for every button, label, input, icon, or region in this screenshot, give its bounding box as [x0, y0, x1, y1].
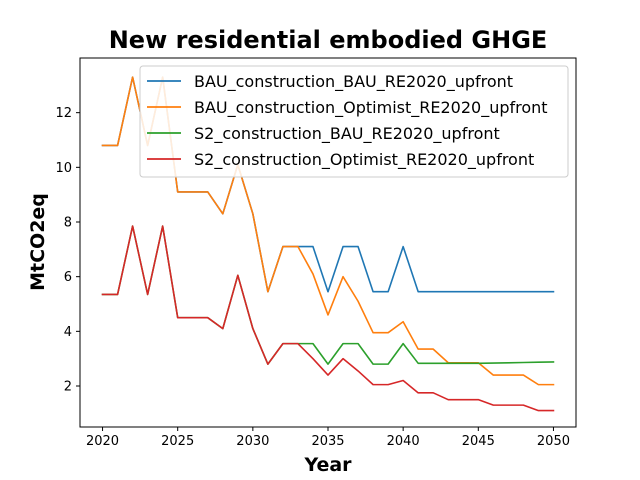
- x-tick-label: 2025: [161, 434, 194, 449]
- x-tick-label: 2050: [537, 434, 570, 449]
- x-tick-label: 2030: [236, 434, 269, 449]
- x-axis-label: Year: [303, 454, 352, 476]
- x-tick-label: 2045: [462, 434, 495, 449]
- legend-box: [139, 65, 569, 178]
- x-tick-label: 2035: [311, 434, 344, 449]
- series-line-3: [101, 225, 555, 365]
- legend-label-1: BAU_construction_BAU_RE2020_upfront: [194, 72, 513, 92]
- y-tick-label: 10: [55, 161, 72, 176]
- x-axis: 2020 2025 2030 2035 2040 2045 2050: [86, 427, 570, 449]
- y-tick-label: 6: [64, 270, 72, 285]
- legend: BAU_construction_BAU_RE2020_upfront BAU_c…: [139, 65, 569, 178]
- y-tick-label: 2: [64, 380, 72, 395]
- y-axis: 2 4 6 8 10 12: [55, 106, 80, 395]
- y-tick-label: 4: [64, 325, 72, 340]
- x-tick-label: 2020: [86, 434, 119, 449]
- legend-label-2: BAU_construction_Optimist_RE2020_upfront: [194, 98, 548, 118]
- x-tick-label: 2040: [387, 434, 420, 449]
- chart-title: New residential embodied GHGE: [109, 26, 548, 54]
- y-axis-label: MtCO2eq: [27, 193, 49, 291]
- legend-label-4: S2_construction_Optimist_RE2020_upfront: [194, 150, 534, 170]
- legend-label-3: S2_construction_BAU_RE2020_upfront: [194, 124, 500, 144]
- series-group: [101, 76, 555, 412]
- series-line-4: [101, 225, 555, 412]
- y-tick-label: 8: [64, 216, 72, 231]
- y-tick-label: 12: [55, 106, 72, 121]
